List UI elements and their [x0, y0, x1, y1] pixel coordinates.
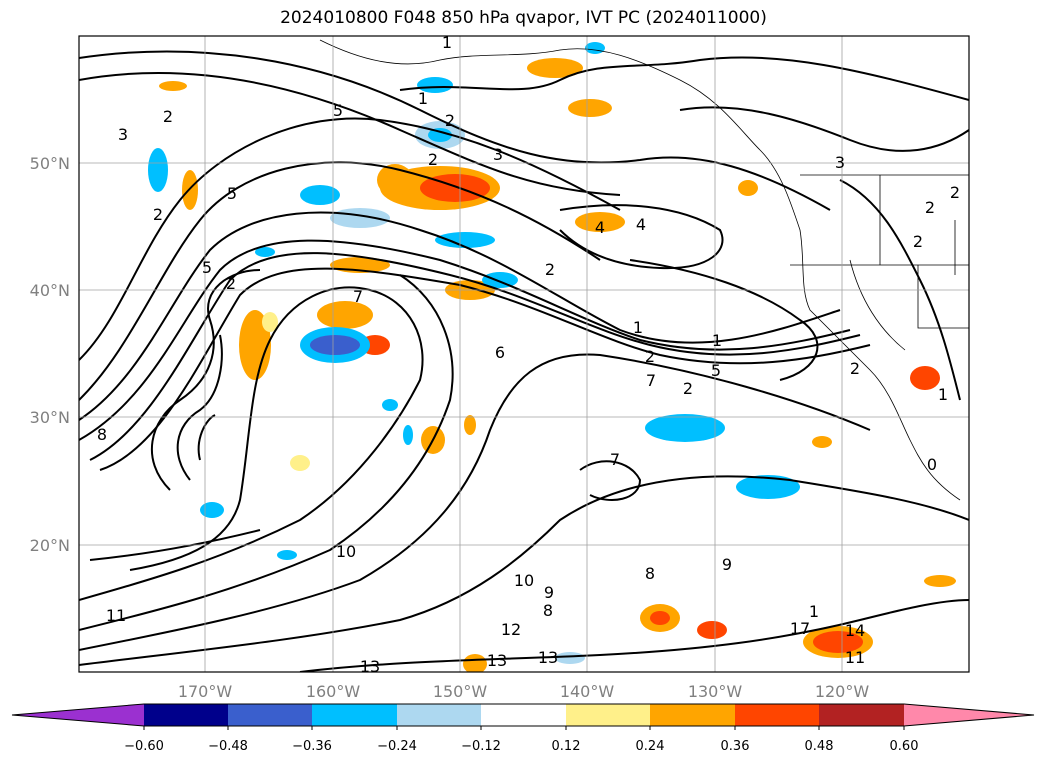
colorbar-segment [397, 704, 481, 726]
contour-label: 2 [226, 274, 236, 293]
contour-label: 7 [610, 450, 620, 469]
contour-label: 2 [545, 260, 555, 279]
contour-label: 4 [636, 215, 646, 234]
contour-label: 5 [333, 101, 343, 120]
contour-label: 2 [850, 359, 860, 378]
map-title: 2024010800 F048 850 hPa qvapor, IVT PC (… [280, 8, 767, 28]
contour-label: 14 [845, 621, 865, 640]
contour-label: 1 [712, 331, 722, 350]
colorbar-tick-label: −0.48 [208, 739, 248, 754]
contour-label: 5 [711, 361, 721, 380]
lat-label: 30°N [30, 408, 70, 427]
colorbar-tick-label: 0.12 [552, 739, 581, 754]
contour-label: 8 [645, 564, 655, 583]
lat-label: 50°N [30, 154, 70, 173]
contour-label: 2 [153, 205, 163, 224]
contour-label: 3 [118, 125, 128, 144]
lon-axis: 170°W 160°W 150°W 140°W 130°W 120°W [178, 682, 870, 701]
contour-label: 1 [938, 385, 948, 404]
colorbar [11, 703, 1035, 730]
contour-label: 17 [790, 619, 810, 638]
contour-label: 10 [514, 571, 534, 590]
contour-label: 11 [106, 606, 126, 625]
contour-label: 1 [418, 89, 428, 108]
graticule [79, 36, 969, 672]
lat-label: 40°N [30, 281, 70, 300]
colorbar-extend-min [12, 704, 144, 726]
colorbar-segment [228, 704, 312, 726]
lat-label: 20°N [30, 536, 70, 555]
colorbar-segment [566, 704, 650, 726]
colorbar-segment [144, 704, 228, 726]
lon-label: 160°W [306, 682, 361, 701]
contour-label: 2 [428, 150, 438, 169]
contour-label: 12 [501, 620, 521, 639]
colorbar-segment [735, 704, 819, 726]
contour-label: 6 [495, 343, 505, 362]
contour-label: 9 [544, 583, 554, 602]
contour-label: 1 [442, 33, 452, 52]
colorbar-tick-label: 0.24 [636, 739, 665, 754]
lon-label: 130°W [688, 682, 743, 701]
contour-label: 2 [645, 347, 655, 366]
colorbar-extend-max [904, 704, 1034, 726]
contour-label: 13 [360, 657, 380, 676]
contour-label: 2 [445, 111, 455, 130]
colorbar-segment [312, 704, 397, 726]
contour-label: 13 [538, 648, 558, 667]
contour-label: 5 [202, 258, 212, 277]
contour-label: 1 [633, 318, 643, 337]
coastline-layer [319, 39, 969, 501]
contour-label: 11 [845, 648, 865, 667]
contour-label: 10 [336, 542, 356, 561]
colorbar-segment [481, 704, 566, 726]
colorbar-tick-label: 0.60 [890, 739, 919, 754]
contour-label: 9 [722, 555, 732, 574]
contour-label: 8 [543, 601, 553, 620]
contour-label: 13 [487, 651, 507, 670]
lat-axis: 50°N 40°N 30°N 20°N [30, 154, 70, 555]
lon-label: 140°W [560, 682, 615, 701]
contour-label: 7 [353, 287, 363, 306]
qvapor-fill-layer [148, 42, 956, 672]
contour-label: 5 [227, 184, 237, 203]
colorbar-tick-label: −0.60 [124, 739, 164, 754]
colorbar-tick-label: 0.36 [721, 739, 750, 754]
contour-label: 2 [925, 198, 935, 217]
contour-label: 4 [595, 218, 605, 237]
colorbar-tick-label: −0.24 [377, 739, 417, 754]
colorbar-segment [819, 704, 904, 726]
contour-label: 2 [163, 107, 173, 126]
colorbar-ticks: −0.60 −0.48 −0.36 −0.24 −0.12 0.12 0.24 … [124, 739, 918, 754]
contour-label: 8 [97, 425, 107, 444]
lon-label: 150°W [433, 682, 488, 701]
contour-label: 0 [927, 455, 937, 474]
colorbar-tick-label: −0.12 [461, 739, 501, 754]
colorbar-tick-label: −0.36 [292, 739, 332, 754]
contour-label: 3 [493, 145, 503, 164]
lon-label: 120°W [815, 682, 870, 701]
contour-label: 2 [683, 379, 693, 398]
contour-label: 3 [835, 153, 845, 172]
contour-label: 2 [950, 183, 960, 202]
plot-area [79, 36, 969, 672]
contour-label: 7 [646, 371, 656, 390]
contour-label: 1 [809, 602, 819, 621]
plot-frame [78, 35, 970, 673]
colorbar-segment [650, 704, 735, 726]
contour-label: 2 [913, 232, 923, 251]
lon-label: 170°W [178, 682, 233, 701]
colorbar-tick-label: 0.48 [805, 739, 834, 754]
